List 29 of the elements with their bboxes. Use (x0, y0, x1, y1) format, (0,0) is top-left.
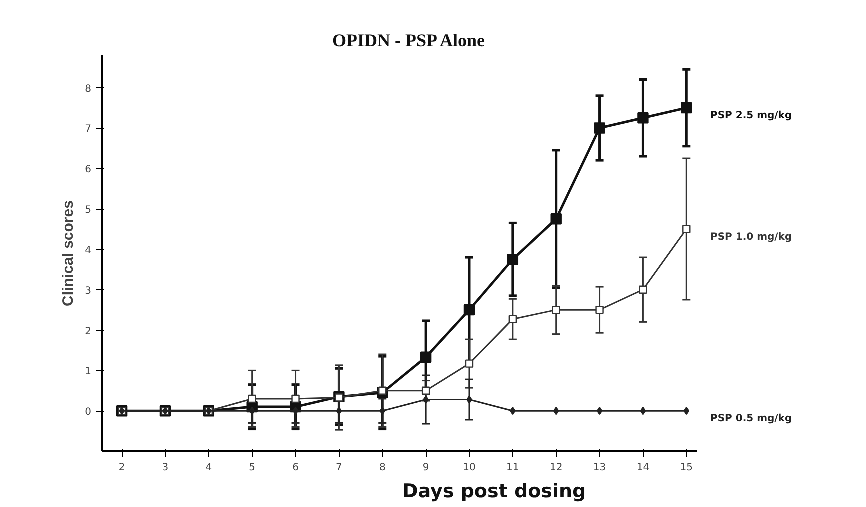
text: PSP 1.0 mg/kg (710, 232, 792, 243)
y-tick-label: 5 (85, 205, 92, 216)
y-tick-label: 2 (85, 326, 92, 338)
y-tick-label: 4 (85, 245, 92, 256)
y-tick-label: 1 (85, 366, 92, 378)
x-tick-label: 9 (422, 462, 430, 474)
x-tick-label: 10 (463, 462, 476, 474)
x-tick-label: 11 (506, 462, 520, 474)
x-tick-label: 7 (336, 462, 342, 474)
x-axis-title: Days post dosing (402, 480, 586, 502)
x-tick-label: 5 (249, 462, 256, 474)
x-tick-label: 4 (206, 462, 212, 474)
x-tick-label: 8 (379, 462, 386, 474)
x-tick-label: 15 (680, 462, 694, 474)
y-tick-label: 8 (85, 84, 92, 95)
text: PSP 0.5 mg/kg (710, 414, 792, 425)
chart-title: OPIDN - PSP Alone (332, 30, 486, 50)
series-label: PSP 2.5 mg/kg (710, 110, 792, 122)
x-tick-label: 13 (593, 462, 606, 474)
x-tick-label: 3 (162, 462, 169, 474)
y-tick-label: 7 (85, 124, 92, 136)
x-tick-label: 14 (636, 462, 650, 474)
y-tick-label: 6 (85, 164, 92, 176)
x-tick-label: 6 (292, 462, 299, 474)
x-tick-label: 12 (550, 462, 563, 474)
y-axis-title: Clinical scores (60, 200, 78, 306)
y-tick-label: 3 (85, 286, 92, 297)
x-tick-label: 2 (118, 462, 126, 474)
y-tick-label: 0 (85, 407, 92, 418)
